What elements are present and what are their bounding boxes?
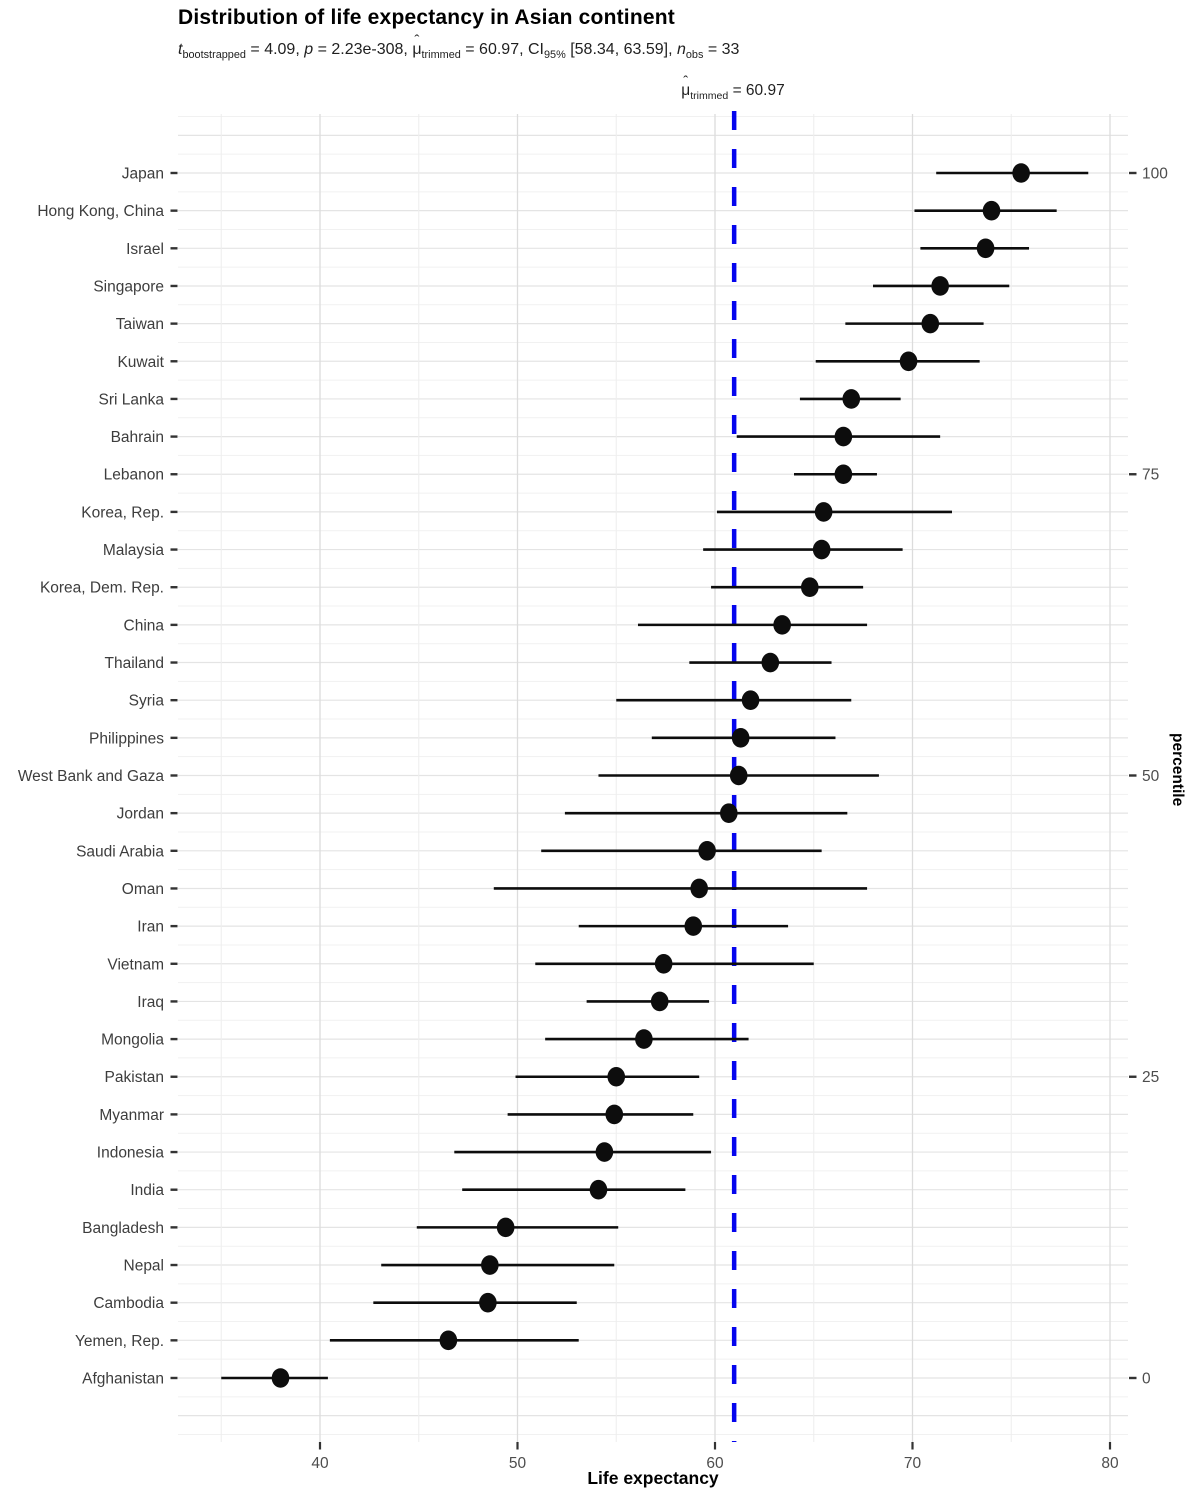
- percentile-tick-label: 75: [1142, 467, 1159, 484]
- country-label: Yemen, Rep.: [75, 1333, 164, 1350]
- text-segment: = 33: [703, 41, 740, 58]
- point-dot: [635, 1029, 653, 1049]
- point-dot: [690, 878, 708, 899]
- point-dot: [439, 1330, 458, 1351]
- text-segment: n: [676, 41, 686, 58]
- point-dot: [720, 803, 738, 823]
- country-label: Kuwait: [117, 354, 164, 371]
- point-dot: [698, 841, 716, 861]
- point-dot: [812, 539, 831, 560]
- country-label: Oman: [122, 881, 164, 898]
- country-label: India: [130, 1182, 164, 1199]
- test-line-label: μtrimmed = 60.97: [633, 82, 833, 102]
- text-segment: t: [178, 41, 183, 58]
- text-segment: μ: [412, 38, 421, 62]
- country-label: Indonesia: [97, 1145, 165, 1162]
- point-dot: [773, 615, 791, 635]
- country-label: Mongolia: [101, 1032, 164, 1049]
- country-label: Taiwan: [116, 316, 164, 333]
- right-axis-title: percentile: [1169, 733, 1186, 807]
- country-label: Saudi Arabia: [76, 843, 164, 860]
- point-dot: [271, 1368, 290, 1388]
- point-dot: [842, 389, 861, 409]
- text-segment: trimmed: [421, 49, 461, 62]
- point-dot: [654, 953, 673, 974]
- chart-title: Distribution of life expectancy in Asian…: [178, 6, 675, 29]
- country-label: West Bank and Gaza: [18, 768, 165, 785]
- country-label: Jordan: [117, 806, 164, 823]
- text-segment: p: [304, 41, 314, 58]
- x-tick-label: 80: [1101, 1455, 1119, 1472]
- country-label: Bangladesh: [82, 1220, 164, 1237]
- x-tick-label: 50: [509, 1455, 527, 1472]
- point-dot: [931, 276, 949, 296]
- text-segment: 95%: [543, 49, 566, 62]
- country-label: Philippines: [89, 730, 164, 747]
- country-label: China: [124, 617, 165, 634]
- point-dot: [834, 464, 853, 485]
- country-label: Vietnam: [107, 956, 164, 973]
- point-dot: [1012, 163, 1030, 183]
- text-segment: = 2.23e-308,: [313, 41, 413, 58]
- text-segment: obs: [685, 49, 704, 62]
- percentile-tick-label: 0: [1142, 1370, 1151, 1387]
- text-segment: = 4.09,: [245, 41, 305, 58]
- point-dot: [814, 502, 833, 522]
- point-dot: [496, 1217, 515, 1238]
- percentile-tick-label: 25: [1142, 1069, 1159, 1086]
- point-dot: [976, 238, 995, 259]
- x-tick-label: 70: [904, 1455, 922, 1472]
- text-segment: [58.34, 63.59],: [565, 41, 677, 58]
- text-segment: μ: [681, 82, 690, 100]
- chart-subtitle: tbootstrapped = 4.09, p = 2.23e-308, μtr…: [178, 38, 739, 63]
- point-dot: [729, 765, 748, 786]
- country-label: Japan: [122, 166, 164, 183]
- x-tick-label: 60: [706, 1455, 724, 1472]
- country-label: Korea, Rep.: [81, 504, 164, 521]
- country-label: Nepal: [124, 1258, 165, 1275]
- country-label: Iraq: [137, 994, 164, 1011]
- country-label: Israel: [126, 241, 164, 258]
- percentile-tick-label: 50: [1142, 768, 1160, 785]
- point-dot: [982, 200, 1001, 221]
- country-label: Pakistan: [105, 1069, 164, 1086]
- x-tick-label: 40: [311, 1455, 329, 1472]
- country-label: Sri Lanka: [99, 391, 165, 408]
- point-dot: [481, 1255, 499, 1275]
- text-segment: = 60.97: [728, 82, 785, 99]
- country-label: Hong Kong, China: [37, 203, 164, 220]
- point-dot: [595, 1142, 614, 1162]
- point-dot: [479, 1292, 497, 1313]
- point-dot: [921, 313, 940, 334]
- point-dot: [834, 426, 853, 447]
- country-label: Afghanistan: [82, 1370, 164, 1387]
- country-label: Malaysia: [103, 542, 165, 559]
- point-dot: [899, 351, 918, 372]
- text-segment: bootstrapped: [182, 49, 246, 62]
- country-label: Bahrain: [111, 429, 164, 446]
- country-label: Myanmar: [99, 1107, 164, 1124]
- text-segment: trimmed: [690, 90, 729, 102]
- text-segment: = 60.97, CI: [460, 41, 544, 58]
- point-dot: [801, 577, 819, 598]
- point-dot: [741, 690, 760, 710]
- point-dot: [650, 991, 669, 1012]
- country-label: Korea, Dem. Rep.: [40, 580, 164, 597]
- country-label: Thailand: [105, 655, 164, 672]
- point-dot: [607, 1066, 626, 1087]
- country-label: Syria: [129, 693, 165, 710]
- country-label: Singapore: [93, 278, 164, 295]
- point-dot: [761, 652, 780, 673]
- point-dot: [605, 1104, 624, 1125]
- point-dot: [589, 1179, 608, 1200]
- country-label: Iran: [137, 919, 164, 936]
- country-label: Cambodia: [93, 1295, 164, 1312]
- x-axis-title: Life expectancy: [587, 1468, 719, 1488]
- country-label: Lebanon: [104, 467, 164, 484]
- percentile-tick-label: 100: [1142, 166, 1168, 183]
- point-dot: [731, 728, 750, 748]
- point-dot: [684, 916, 703, 936]
